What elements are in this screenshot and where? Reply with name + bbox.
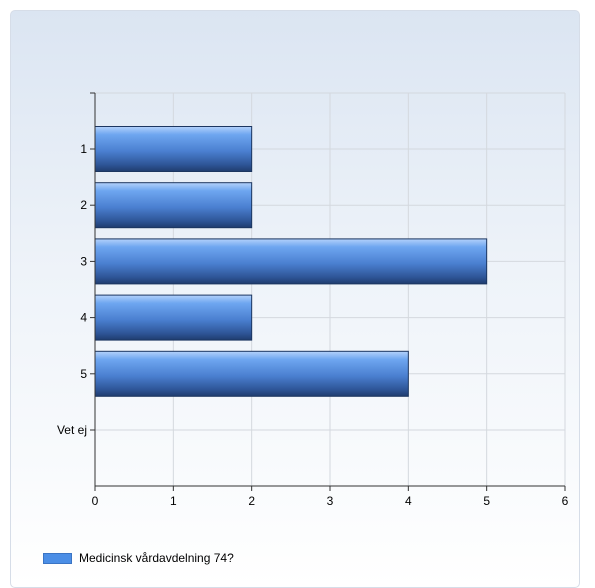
bars [94,126,488,397]
tick-labels: 1 2 3 4 5 Vet ej 0 1 2 3 4 5 6 [57,142,569,508]
x-tick-label: 2 [248,494,255,508]
bar-5 [94,350,409,397]
y-tick-label: 2 [80,198,87,212]
y-tick-label: 5 [80,367,87,381]
x-tick-label: 6 [562,494,569,508]
legend-swatch [43,552,72,564]
x-tick-label: 4 [405,494,412,508]
bar-4 [94,294,253,341]
x-tick-label: 1 [170,494,177,508]
y-tick-label: 1 [80,142,87,156]
x-tick-label: 5 [483,494,490,508]
bar-3 [94,238,488,285]
legend-label: Medicinsk vårdavdelning 74? [79,551,234,565]
y-tick-label: Vet ej [57,423,87,437]
y-tick-label: 3 [80,254,87,268]
x-tick-label: 0 [92,494,99,508]
bar-2 [94,182,253,229]
x-tick-label: 3 [327,494,334,508]
y-tick-label: 4 [80,311,87,325]
axes [90,92,566,491]
legend: Medicinsk vårdavdelning 74? [43,551,234,565]
bar-1 [94,126,253,172]
